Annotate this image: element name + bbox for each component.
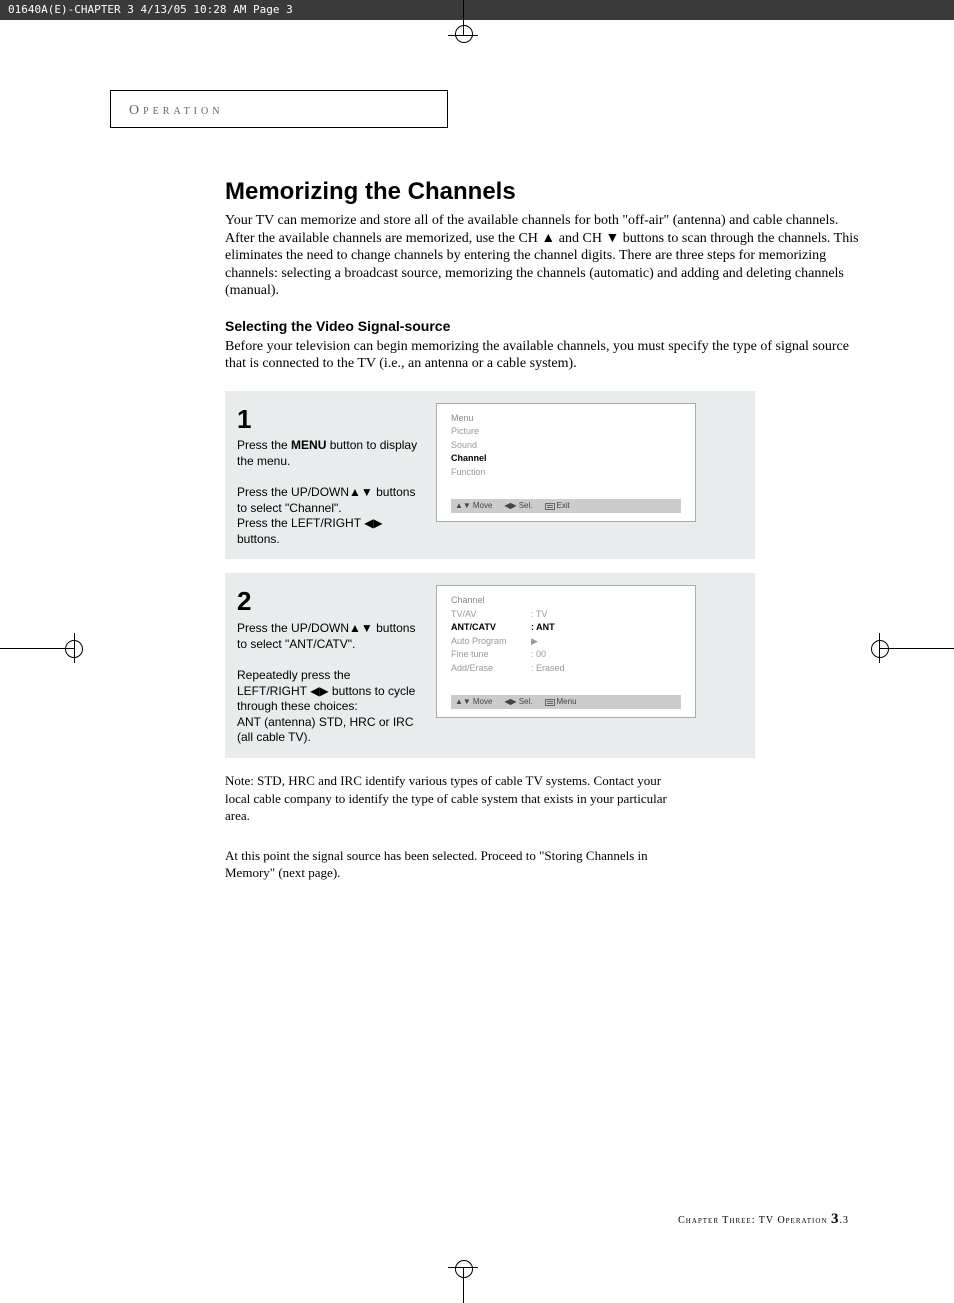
crop-mark-top [463, 0, 464, 35]
crop-mark-left [0, 648, 75, 649]
step-2-text-1: Press the UP/DOWN▲▼ buttons to select "A… [237, 621, 422, 652]
footer-menu: Menu [545, 696, 577, 708]
sub-intro-text: Before your television can begin memoriz… [225, 338, 860, 373]
menu-row: Auto Program▶ [451, 635, 681, 649]
footer-sel: ◀▶Sel. [504, 500, 532, 512]
menu-title-2: Channel [451, 594, 681, 608]
step-2-text-3: ANT (antenna) STD, HRC or IRC (all cable… [237, 715, 422, 746]
menu-item: Sound [451, 439, 681, 453]
menu-title: Menu [451, 412, 681, 426]
subtitle: Selecting the Video Signal-source [225, 318, 860, 334]
menu-row: Fine tune: 00 [451, 648, 681, 662]
note-text: Note: STD, HRC and IRC identify various … [225, 772, 675, 825]
section-label-box: Operation [110, 90, 448, 128]
footer-chapter-text: Chapter Three: TV Operation [678, 1215, 831, 1226]
section-label: Operation [129, 103, 223, 118]
step-1-text-3: Press the LEFT/RIGHT ◀▶ buttons. [237, 516, 422, 547]
page-number-major: 3 [831, 1211, 840, 1227]
menu-row: TV/AV: TV [451, 608, 681, 622]
footer-move-2: ▲▼Move [455, 696, 492, 708]
footer-exit: Exit [545, 500, 570, 512]
print-header-text: 01640A(E)-CHAPTER 3 4/13/05 10:28 AM Pag… [8, 3, 293, 16]
print-header-bar: 01640A(E)-CHAPTER 3 4/13/05 10:28 AM Pag… [0, 0, 954, 20]
step-2-box: 2 Press the UP/DOWN▲▼ buttons to select … [225, 573, 755, 758]
intro-text: Your TV can memorize and store all of th… [225, 212, 860, 300]
page-number-minor: .3 [840, 1215, 850, 1226]
tv-footer-1: ▲▼Move ◀▶Sel. Exit [451, 499, 681, 513]
step-1-text-1: Press the MENU button to display the men… [237, 438, 422, 469]
step-2-text-2: Repeatedly press the LEFT/RIGHT ◀▶ butto… [237, 668, 422, 715]
menu-item: Function [451, 466, 681, 480]
tv-menu-screen-2: Channel TV/AV: TVANT/CATV: ANTAuto Progr… [436, 585, 696, 718]
tv-footer-2: ▲▼Move ◀▶Sel. Menu [451, 695, 681, 709]
menu-icon [545, 503, 555, 510]
step-1-box: 1 Press the MENU button to display the m… [225, 391, 755, 560]
crop-mark-right [879, 648, 954, 649]
menu-item: Picture [451, 425, 681, 439]
menu-items: PictureSoundChannelFunction [451, 425, 681, 479]
footer-move: ▲▼Move [455, 500, 492, 512]
step-1-text-2: Press the UP/DOWN▲▼ buttons to select "C… [237, 485, 422, 516]
menu-row: ANT/CATV: ANT [451, 621, 681, 635]
tv-menu-screen-1: Menu PictureSoundChannelFunction ▲▼Move … [436, 403, 696, 523]
page-footer: Chapter Three: TV Operation 3.3 [678, 1211, 849, 1228]
crop-mark-bottom [463, 1268, 464, 1303]
menu-item: Channel [451, 452, 681, 466]
menu-icon [545, 699, 555, 706]
step-2-number: 2 [237, 585, 422, 619]
proceed-text: At this point the signal source has been… [225, 847, 675, 882]
footer-sel-2: ◀▶Sel. [504, 696, 532, 708]
page-title: Memorizing the Channels [225, 178, 860, 206]
step-1-number: 1 [237, 403, 422, 437]
menu-row: Add/Erase: Erased [451, 662, 681, 676]
menu-rows: TV/AV: TVANT/CATV: ANTAuto Program▶Fine … [451, 608, 681, 676]
